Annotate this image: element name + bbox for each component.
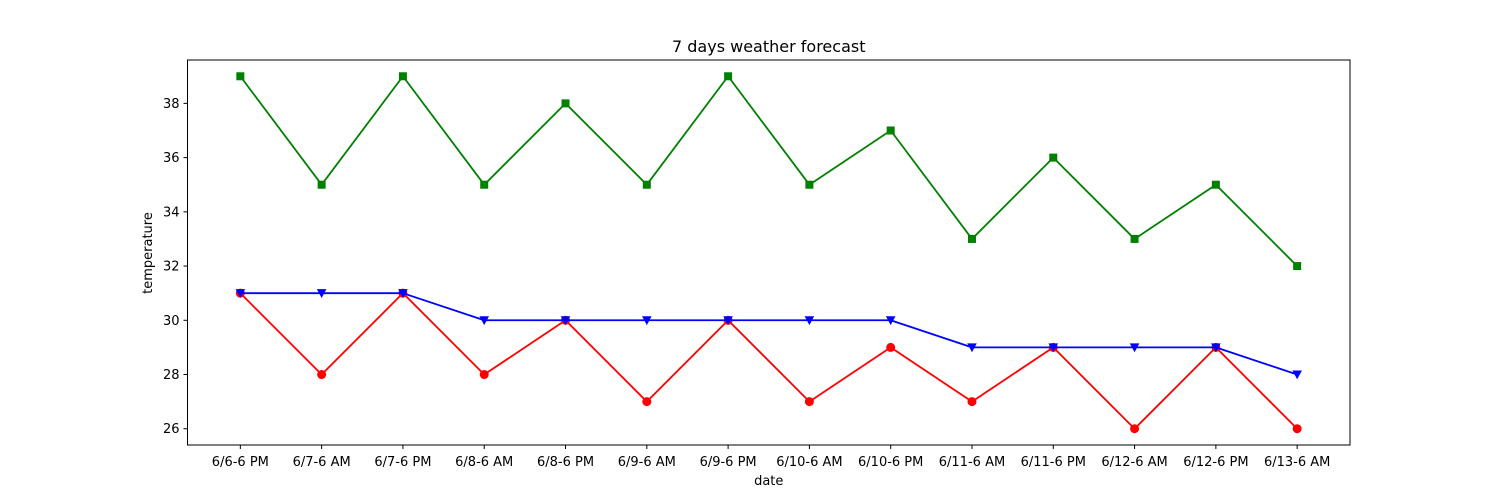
data-point-triangle xyxy=(398,289,408,298)
data-point-triangle xyxy=(804,316,815,326)
data-point-square xyxy=(1293,262,1302,271)
x-tick-label: 6/11-6 PM xyxy=(1021,455,1086,470)
x-tick-label: 6/13-6 AM xyxy=(1264,455,1330,470)
data-point-square xyxy=(724,72,733,81)
data-point-circle xyxy=(317,370,327,380)
data-point-triangle xyxy=(235,289,246,298)
y-tick-label: 38 xyxy=(163,97,180,112)
series-line xyxy=(240,292,1298,376)
series-line xyxy=(239,292,1298,430)
x-tick-label: 6/10-6 AM xyxy=(776,455,842,470)
data-point-triangle xyxy=(885,316,896,326)
y-tick-label: 30 xyxy=(163,314,180,329)
x-tick-label: 6/9-6 PM xyxy=(700,455,757,470)
data-point-square xyxy=(642,180,651,189)
data-point-square xyxy=(967,234,976,243)
plot-frame xyxy=(187,59,1351,446)
data-point-circle xyxy=(1130,424,1140,434)
data-point-square xyxy=(886,126,895,135)
series-layer xyxy=(235,72,1302,434)
data-point-square xyxy=(805,180,814,189)
y-tick-label: 26 xyxy=(163,422,180,437)
data-point-triangle xyxy=(642,316,652,326)
data-point-circle xyxy=(967,397,977,407)
data-point-triangle xyxy=(560,316,571,326)
plot-area xyxy=(187,59,1351,446)
x-tick-label: 6/10-6 PM xyxy=(858,455,923,470)
x-tick-label: 6/7-6 AM xyxy=(293,455,351,470)
x-tick-label: 6/6-6 PM xyxy=(212,455,269,470)
x-tick-label: 6/9-6 AM xyxy=(618,455,676,470)
y-tick-label: 28 xyxy=(163,368,180,383)
data-point-square xyxy=(398,72,407,81)
y-tick-label: 32 xyxy=(163,260,180,275)
data-point-circle xyxy=(642,397,652,407)
y-tick-label: 36 xyxy=(163,151,180,166)
data-point-square xyxy=(236,72,245,81)
axes-layer: 6/6-6 PM 6/7-6 AM 6/7-6 PM 6/8-6 AM 6/8-6 PM… xyxy=(163,97,1330,470)
data-point-triangle xyxy=(316,289,327,298)
x-axis-label: date xyxy=(754,474,783,489)
x-tick-label: 6/8-6 PM xyxy=(537,455,594,470)
data-point-triangle xyxy=(967,343,977,353)
data-point-triangle xyxy=(479,316,490,326)
data-point-square xyxy=(1211,180,1220,189)
data-point-circle xyxy=(1292,424,1302,434)
x-tick-label: 6/12-6 AM xyxy=(1101,455,1167,470)
data-point-triangle xyxy=(723,316,733,326)
data-point-triangle xyxy=(1048,343,1059,353)
data-point-circle xyxy=(479,370,489,380)
data-point-square xyxy=(1130,234,1139,243)
y-tick-label: 34 xyxy=(163,205,180,220)
data-point-circle xyxy=(886,342,896,352)
data-point-square xyxy=(317,180,326,189)
data-point-triangle xyxy=(1211,343,1221,353)
x-tick-label: 6/7-6 PM xyxy=(374,455,431,470)
series-2 xyxy=(235,289,1302,380)
y-axis-label: temperature xyxy=(141,212,156,294)
data-point-circle xyxy=(804,397,814,407)
data-point-triangle xyxy=(1292,370,1302,380)
series-0 xyxy=(236,72,1302,271)
data-point-square xyxy=(480,180,489,189)
data-point-square xyxy=(1049,153,1058,162)
x-tick-label: 6/8-6 AM xyxy=(455,455,513,470)
data-point-square xyxy=(561,99,570,108)
x-tick-label: 6/12-6 PM xyxy=(1183,455,1248,470)
data-point-triangle xyxy=(1129,343,1140,353)
x-tick-label: 6/11-6 AM xyxy=(939,455,1005,470)
chart-title: 7 days weather forecast xyxy=(672,37,865,56)
series-line xyxy=(239,75,1298,267)
